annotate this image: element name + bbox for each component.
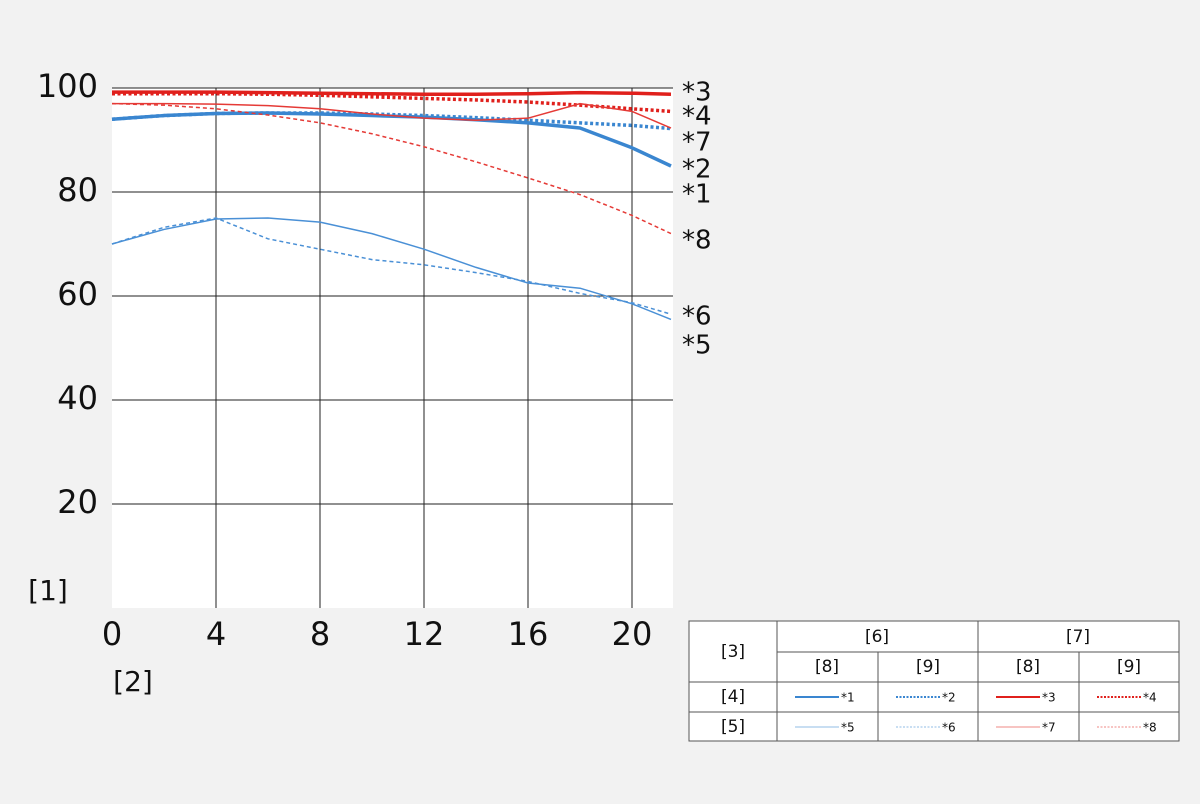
- end-label: *6: [682, 302, 712, 332]
- end-label: *4: [682, 102, 712, 132]
- x-tick-label: 0: [102, 615, 122, 653]
- y-tick-label: 100: [37, 67, 98, 105]
- table-lines: [689, 621, 1179, 741]
- series-line: [111, 217, 672, 321]
- table-group: [6]: [865, 627, 889, 647]
- end-label: *1: [682, 180, 712, 210]
- x-tick-label: 8: [310, 615, 330, 653]
- legend-label: *5: [841, 721, 855, 735]
- table-subheader: [8]: [1016, 657, 1040, 677]
- series-line: [111, 111, 672, 131]
- legend-table: [3] [6] [7] [8] [9] [8] [9] [4] [5]: [688, 620, 1180, 742]
- y-axis-label: [2]: [113, 665, 153, 698]
- legend-label: *4: [1143, 691, 1157, 705]
- x-tick-label: 12: [404, 615, 445, 653]
- series-line: [111, 217, 672, 315]
- y-tick-label: 80: [57, 171, 98, 209]
- table-corner: [3]: [721, 642, 745, 662]
- x-axis-label: [1]: [28, 574, 68, 607]
- table-group: [7]: [1066, 627, 1090, 647]
- legend-label: *1: [841, 691, 855, 705]
- x-tick-label: 4: [206, 615, 226, 653]
- table-row-label: [5]: [721, 717, 745, 737]
- table-row-label: [4]: [721, 687, 745, 707]
- y-tick-label: 40: [57, 379, 98, 417]
- table-subheader: [9]: [1117, 657, 1141, 677]
- legend-label: *3: [1042, 691, 1056, 705]
- x-tick-label: 16: [508, 615, 549, 653]
- legend-label: *7: [1042, 721, 1056, 735]
- end-label: *7: [682, 128, 712, 158]
- end-label: *8: [682, 226, 712, 256]
- series-line: [111, 102, 672, 235]
- y-tick-label: 60: [57, 275, 98, 313]
- legend-label: *2: [942, 691, 956, 705]
- end-label: *3: [682, 78, 712, 108]
- x-tick-label: 20: [612, 615, 653, 653]
- plot-area: [112, 88, 673, 608]
- legend-label: *6: [942, 721, 956, 735]
- legend-label: *8: [1143, 721, 1157, 735]
- end-label: *2: [682, 155, 712, 185]
- y-tick-label: 20: [57, 483, 98, 521]
- table-subheader: [8]: [815, 657, 839, 677]
- series-line: [112, 91, 672, 114]
- table-subheader: [9]: [916, 657, 940, 677]
- table-frame: [688, 620, 1180, 742]
- end-label: *5: [682, 331, 712, 361]
- series-line: [112, 102, 672, 129]
